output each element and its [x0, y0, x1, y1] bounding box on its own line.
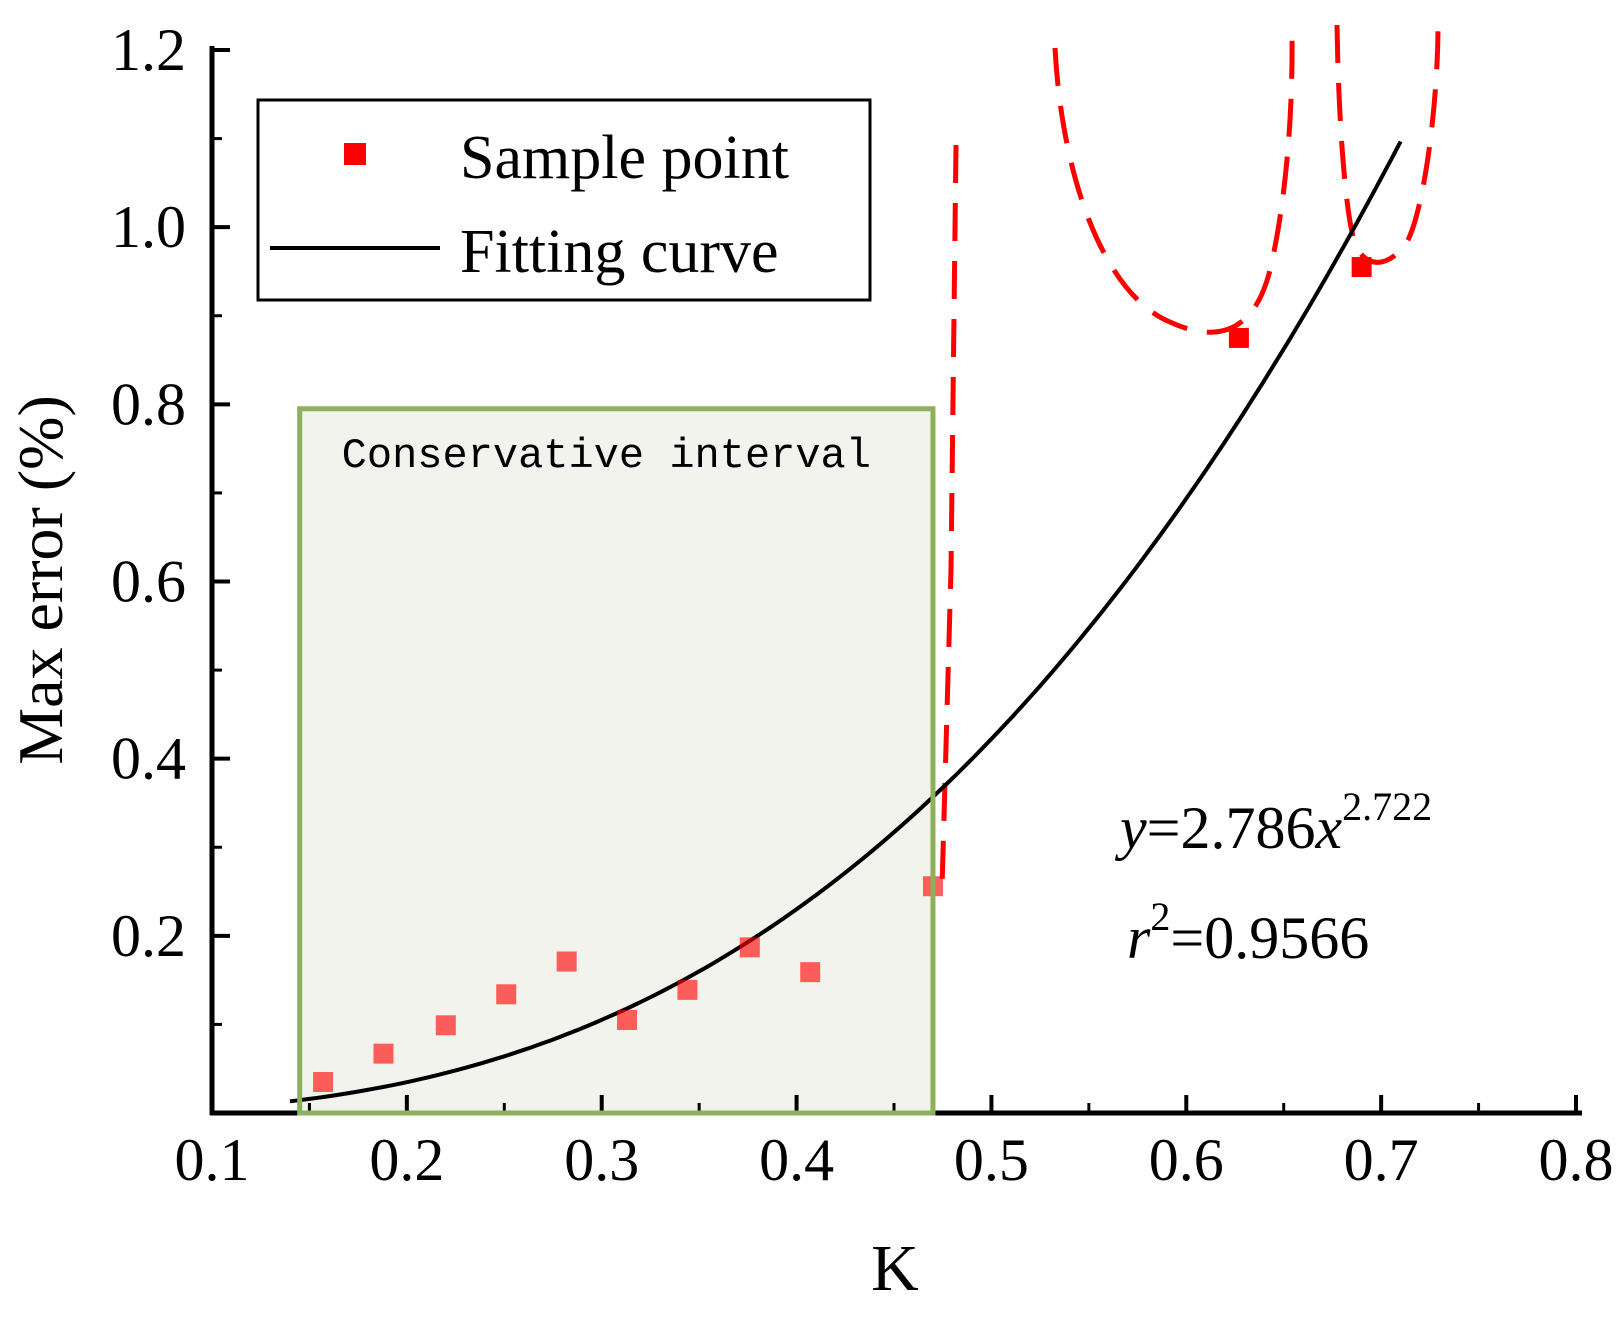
- highlight-u-curve-left: [1052, 34, 1295, 335]
- legend-fit-label: Fitting curve: [460, 218, 779, 286]
- y-axis-label: Max error (%): [5, 395, 76, 765]
- equation-y: y: [1114, 795, 1147, 861]
- sample-point: [677, 979, 698, 1000]
- y-tick-label: 0.6: [111, 549, 186, 615]
- y-tick-label: 0.4: [111, 726, 186, 792]
- y-tick-label: 1.0: [111, 194, 186, 260]
- highlight-dashed-curves: [939, 24, 1441, 889]
- x-tick-label: 0.3: [564, 1127, 639, 1193]
- r2-value: =0.9566: [1170, 905, 1369, 971]
- highlight-u-curve-right: [1334, 24, 1441, 265]
- x-tick-label: 0.6: [1149, 1127, 1224, 1193]
- sample-point: [556, 951, 577, 972]
- sample-points: [313, 257, 1372, 1092]
- sample-point: [373, 1043, 394, 1064]
- x-tick-label: 0.8: [1539, 1127, 1614, 1193]
- conservative-interval-box: [299, 408, 933, 1113]
- sample-point: [1228, 327, 1249, 348]
- legend-sample-marker: [344, 143, 366, 165]
- x-tick-label: 0.7: [1344, 1127, 1419, 1193]
- sample-point: [496, 984, 517, 1005]
- r2-r: r: [1127, 905, 1151, 971]
- legend-sample-label: Sample point: [460, 124, 789, 192]
- y-tick-label: 0.8: [111, 371, 186, 437]
- y-tick-label: 1.2: [111, 17, 186, 83]
- sample-point: [617, 1009, 638, 1030]
- y-tick-label: 0.2: [111, 903, 186, 969]
- axis-tick-labels: 0.1 0.2 0.3 0.4 0.5 0.6 0.7 0.8 0.2 0.4 0.6 0.8 1.0 1…: [111, 17, 1614, 1193]
- svg-text:r2=0.9566: r2=0.9566: [1127, 894, 1369, 971]
- x-tick-label: 0.4: [759, 1127, 834, 1193]
- svg-text:y=2.786x2.722: y=2.786x2.722: [1114, 784, 1432, 861]
- x-axis-label: K: [871, 1232, 919, 1305]
- x-tick-label: 0.5: [954, 1127, 1029, 1193]
- conservative-interval-overlay: [297, 406, 936, 1116]
- sample-point: [739, 937, 760, 958]
- x-tick-label: 0.2: [369, 1127, 444, 1193]
- fitting-curve: [289, 140, 1403, 1104]
- equation-x: x: [1314, 795, 1342, 861]
- r2-superscript: 2: [1150, 894, 1170, 939]
- sample-point: [313, 1071, 334, 1092]
- sample-point: [800, 962, 821, 983]
- legend: Sample point Fitting curve: [256, 98, 872, 302]
- sample-point: [435, 1015, 456, 1036]
- equation-exponent: 2.722: [1342, 784, 1432, 829]
- fit-equation: y=2.786x2.722 r2=0.9566: [1114, 784, 1432, 971]
- sample-point: [1351, 257, 1372, 278]
- conservative-interval-label: Conservative interval: [342, 432, 871, 480]
- x-tick-label: 0.1: [175, 1127, 250, 1193]
- legend-box: [256, 98, 872, 302]
- highlight-vertical-dash: [939, 144, 959, 889]
- equation-coefficient: =2.786: [1147, 795, 1316, 861]
